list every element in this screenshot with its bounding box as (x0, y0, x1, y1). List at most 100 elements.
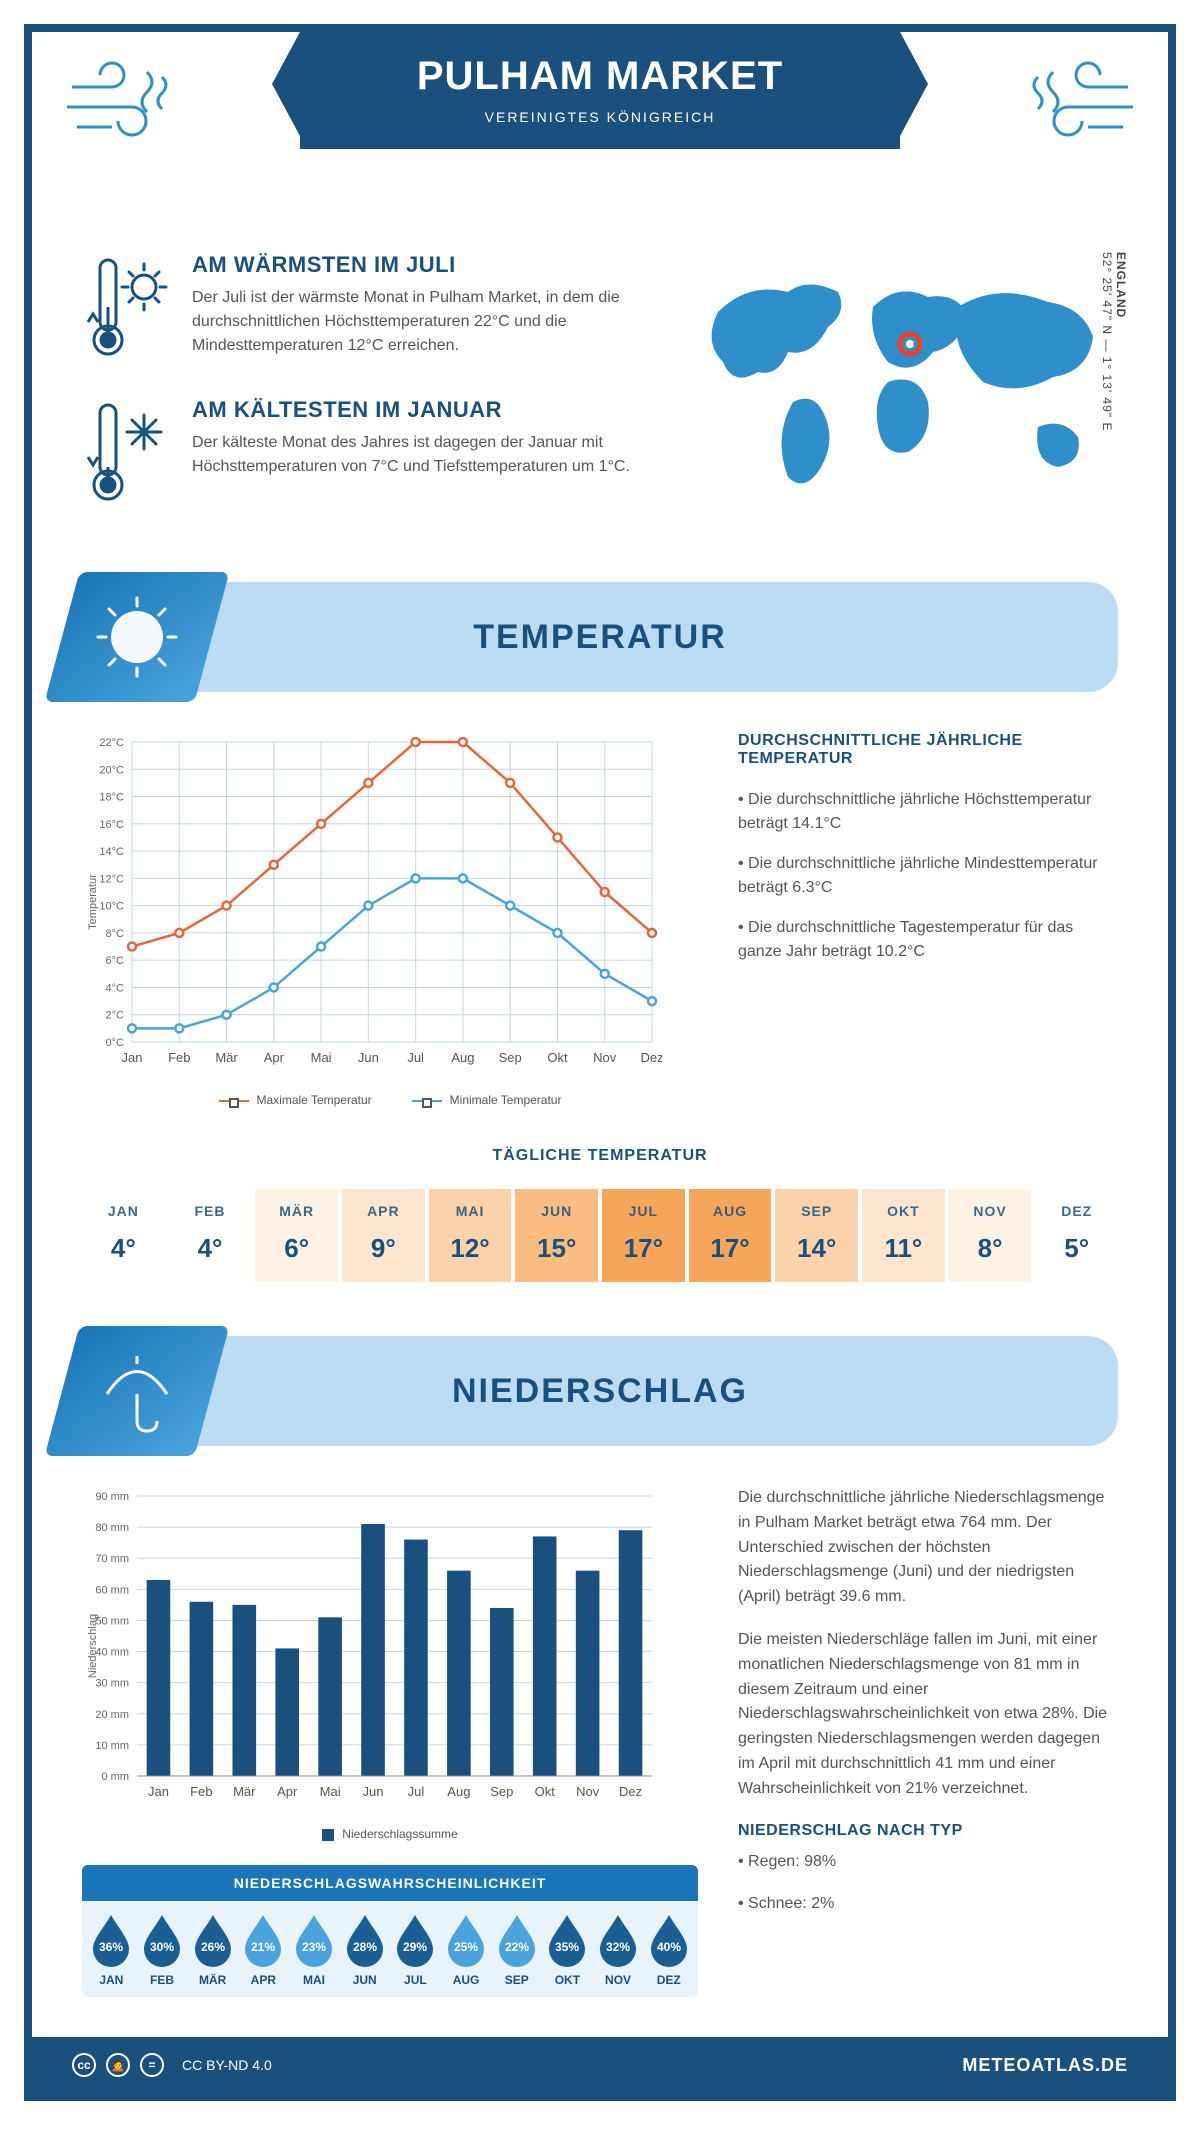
svg-text:80 mm: 80 mm (95, 1522, 129, 1534)
license: cc 🙍 = CC BY-ND 4.0 (72, 2053, 272, 2077)
coldest-title: AM KÄLTESTEN IM JANUAR (192, 397, 638, 423)
precipitation-bar-chart: 0 mm10 mm20 mm30 mm40 mm50 mm60 mm70 mm8… (82, 1486, 698, 1811)
warmest-title: AM WÄRMSTEN IM JULI (192, 252, 638, 278)
precipitation-probability: NIEDERSCHLAGSWAHRSCHEINLICHKEIT 36% JAN … (82, 1865, 698, 1997)
svg-text:70 mm: 70 mm (95, 1553, 129, 1565)
precipitation-summary: Die durchschnittliche jährliche Niedersc… (738, 1486, 1118, 1997)
svg-text:50 mm: 50 mm (95, 1615, 129, 1627)
daily-temperature-strip: TÄGLICHE TEMPERATUR JAN4°FEB4°MÄR6°APR9°… (32, 1147, 1168, 1336)
svg-text:22%: 22% (505, 1940, 529, 1954)
svg-text:Aug: Aug (451, 1050, 474, 1065)
location-subtitle: VEREINIGTES KÖNIGREICH (370, 109, 830, 125)
svg-text:8°C: 8°C (106, 928, 125, 940)
thermometer-sun-icon (82, 252, 172, 367)
daily-cell: JUL17° (602, 1189, 689, 1282)
coords-value: 52° 25' 47" N — 1° 13' 49" E (1100, 252, 1114, 431)
prob-drop: 23% MAI (289, 1913, 340, 1987)
prob-drop: 40% DEZ (643, 1913, 694, 1987)
precip-type: • Regen: 98% (738, 1850, 1118, 1875)
svg-text:90 mm: 90 mm (95, 1491, 129, 1503)
svg-text:22°C: 22°C (99, 737, 124, 749)
svg-text:Feb: Feb (168, 1050, 190, 1065)
prob-drop: 35% OKT (542, 1913, 593, 1987)
svg-text:Jan: Jan (148, 1784, 169, 1799)
svg-text:35%: 35% (555, 1940, 579, 1954)
svg-text:Jul: Jul (408, 1784, 425, 1799)
precip-type-title: NIEDERSCHLAG NACH TYP (738, 1822, 1118, 1840)
chart-legend: Maximale Temperatur Minimale Temperatur (82, 1093, 698, 1107)
svg-text:Mär: Mär (233, 1784, 256, 1799)
location-title: PULHAM MARKET (370, 54, 830, 99)
temperature-line-chart: 0°C2°C4°C6°C8°C10°C12°C14°C16°C18°C20°C2… (82, 732, 698, 1107)
daily-title: TÄGLICHE TEMPERATUR (82, 1147, 1118, 1165)
precip-text: Die meisten Niederschläge fallen im Juni… (738, 1628, 1118, 1802)
svg-text:Mär: Mär (215, 1050, 238, 1065)
svg-text:Nov: Nov (576, 1784, 600, 1799)
legend-max: Maximale Temperatur (257, 1093, 372, 1107)
brand: METEOATLAS.DE (962, 2055, 1128, 2076)
precip-type: • Schnee: 2% (738, 1892, 1118, 1917)
intro-section: AM WÄRMSTEN IM JULI Der Juli ist der wär… (32, 232, 1168, 582)
wind-icon (1018, 52, 1138, 157)
prob-drop: 29% JUL (390, 1913, 441, 1987)
svg-text:0 mm: 0 mm (102, 1771, 130, 1783)
svg-text:36%: 36% (99, 1940, 123, 1954)
world-map: ENGLAND 52° 25' 47" N — 1° 13' 49" E (678, 252, 1118, 542)
svg-text:40%: 40% (657, 1940, 681, 1954)
svg-text:28%: 28% (353, 1940, 377, 1954)
daily-cell: JUN15° (515, 1189, 602, 1282)
map-marker-icon (896, 330, 924, 363)
svg-text:Aug: Aug (447, 1784, 470, 1799)
svg-text:16°C: 16°C (99, 819, 124, 831)
prob-drop: 36% JAN (86, 1913, 137, 1987)
svg-text:Mai: Mai (311, 1050, 332, 1065)
prob-drop: 26% MÄR (187, 1913, 238, 1987)
temp-bullet: • Die durchschnittliche jährliche Höchst… (738, 788, 1118, 836)
svg-text:Jan: Jan (122, 1050, 143, 1065)
cc-icon: cc (72, 2053, 96, 2077)
prob-drop: 25% AUG (441, 1913, 492, 1987)
svg-text:20°C: 20°C (99, 764, 124, 776)
country-label: ENGLAND (1114, 252, 1128, 421)
umbrella-icon (45, 1326, 230, 1456)
svg-text:Temperatur: Temperatur (87, 874, 99, 930)
svg-text:Jun: Jun (358, 1050, 379, 1065)
daily-cell: SEP14° (775, 1189, 862, 1282)
svg-text:10 mm: 10 mm (95, 1740, 129, 1752)
temperature-summary: DURCHSCHNITTLICHE JÄHRLICHE TEMPERATUR •… (738, 732, 1118, 1107)
temperature-banner: TEMPERATUR (82, 582, 1118, 692)
svg-text:14°C: 14°C (99, 846, 124, 858)
svg-text:Okt: Okt (535, 1784, 556, 1799)
svg-text:4°C: 4°C (106, 982, 125, 994)
svg-text:Niederschlag: Niederschlag (87, 1614, 99, 1678)
svg-text:40 mm: 40 mm (95, 1647, 129, 1659)
prob-title: NIEDERSCHLAGSWAHRSCHEINLICHKEIT (82, 1865, 698, 1901)
svg-text:29%: 29% (403, 1940, 427, 1954)
svg-text:60 mm: 60 mm (95, 1584, 129, 1596)
svg-text:20 mm: 20 mm (95, 1709, 129, 1721)
svg-text:12°C: 12°C (99, 873, 124, 885)
footer: cc 🙍 = CC BY-ND 4.0 METEOATLAS.DE (32, 2037, 1168, 2093)
svg-text:21%: 21% (251, 1940, 275, 1954)
svg-text:Apr: Apr (277, 1784, 298, 1799)
precipitation-banner: NIEDERSCHLAG (82, 1336, 1118, 1446)
svg-text:2°C: 2°C (106, 1010, 125, 1022)
title-ribbon: PULHAM MARKET VEREINIGTES KÖNIGREICH (300, 32, 900, 149)
chart-legend: Niederschlagssumme (82, 1827, 698, 1841)
temperature-heading: TEMPERATUR (473, 618, 727, 657)
daily-cell: MÄR6° (255, 1189, 342, 1282)
svg-text:23%: 23% (302, 1940, 326, 1954)
coldest-block: AM KÄLTESTEN IM JANUAR Der kälteste Mona… (82, 397, 638, 512)
warmest-block: AM WÄRMSTEN IM JULI Der Juli ist der wär… (82, 252, 638, 367)
precip-text: Die durchschnittliche jährliche Niedersc… (738, 1486, 1118, 1610)
daily-cell: OKT11° (862, 1189, 949, 1282)
svg-text:26%: 26% (201, 1940, 225, 1954)
svg-text:10°C: 10°C (99, 901, 124, 913)
svg-text:30%: 30% (150, 1940, 174, 1954)
daily-cell: AUG17° (689, 1189, 776, 1282)
svg-text:Dez: Dez (640, 1050, 662, 1065)
wind-icon (62, 52, 182, 157)
prob-drop: 30% FEB (137, 1913, 188, 1987)
coordinates: ENGLAND 52° 25' 47" N — 1° 13' 49" E (1100, 252, 1128, 431)
svg-text:Okt: Okt (547, 1050, 568, 1065)
